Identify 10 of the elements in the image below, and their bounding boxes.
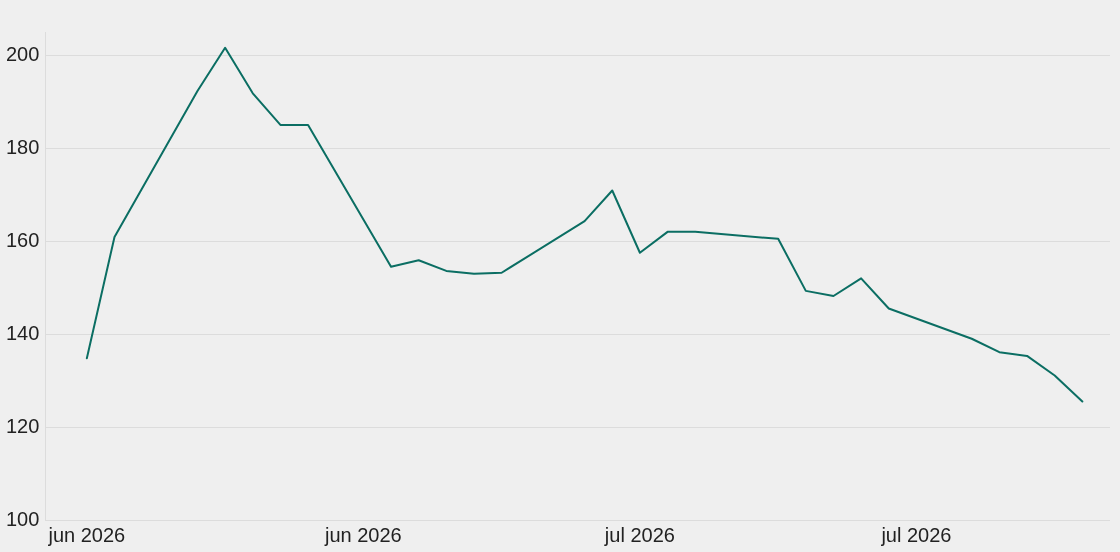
x-tick-label: jun 2026: [324, 523, 402, 546]
y-tick-label: 160: [5, 228, 40, 251]
y-tick-label: 100: [5, 507, 40, 530]
x-tick-label: jul 2026: [603, 523, 675, 546]
y-tick-label: 180: [5, 135, 40, 158]
x-tick-label: jun 2026: [47, 523, 126, 546]
x-tick-label: jul 2026: [880, 523, 952, 546]
y-tick-label: 200: [5, 42, 40, 65]
y-tick-label: 120: [5, 414, 40, 437]
y-tick-label: 140: [5, 321, 40, 344]
